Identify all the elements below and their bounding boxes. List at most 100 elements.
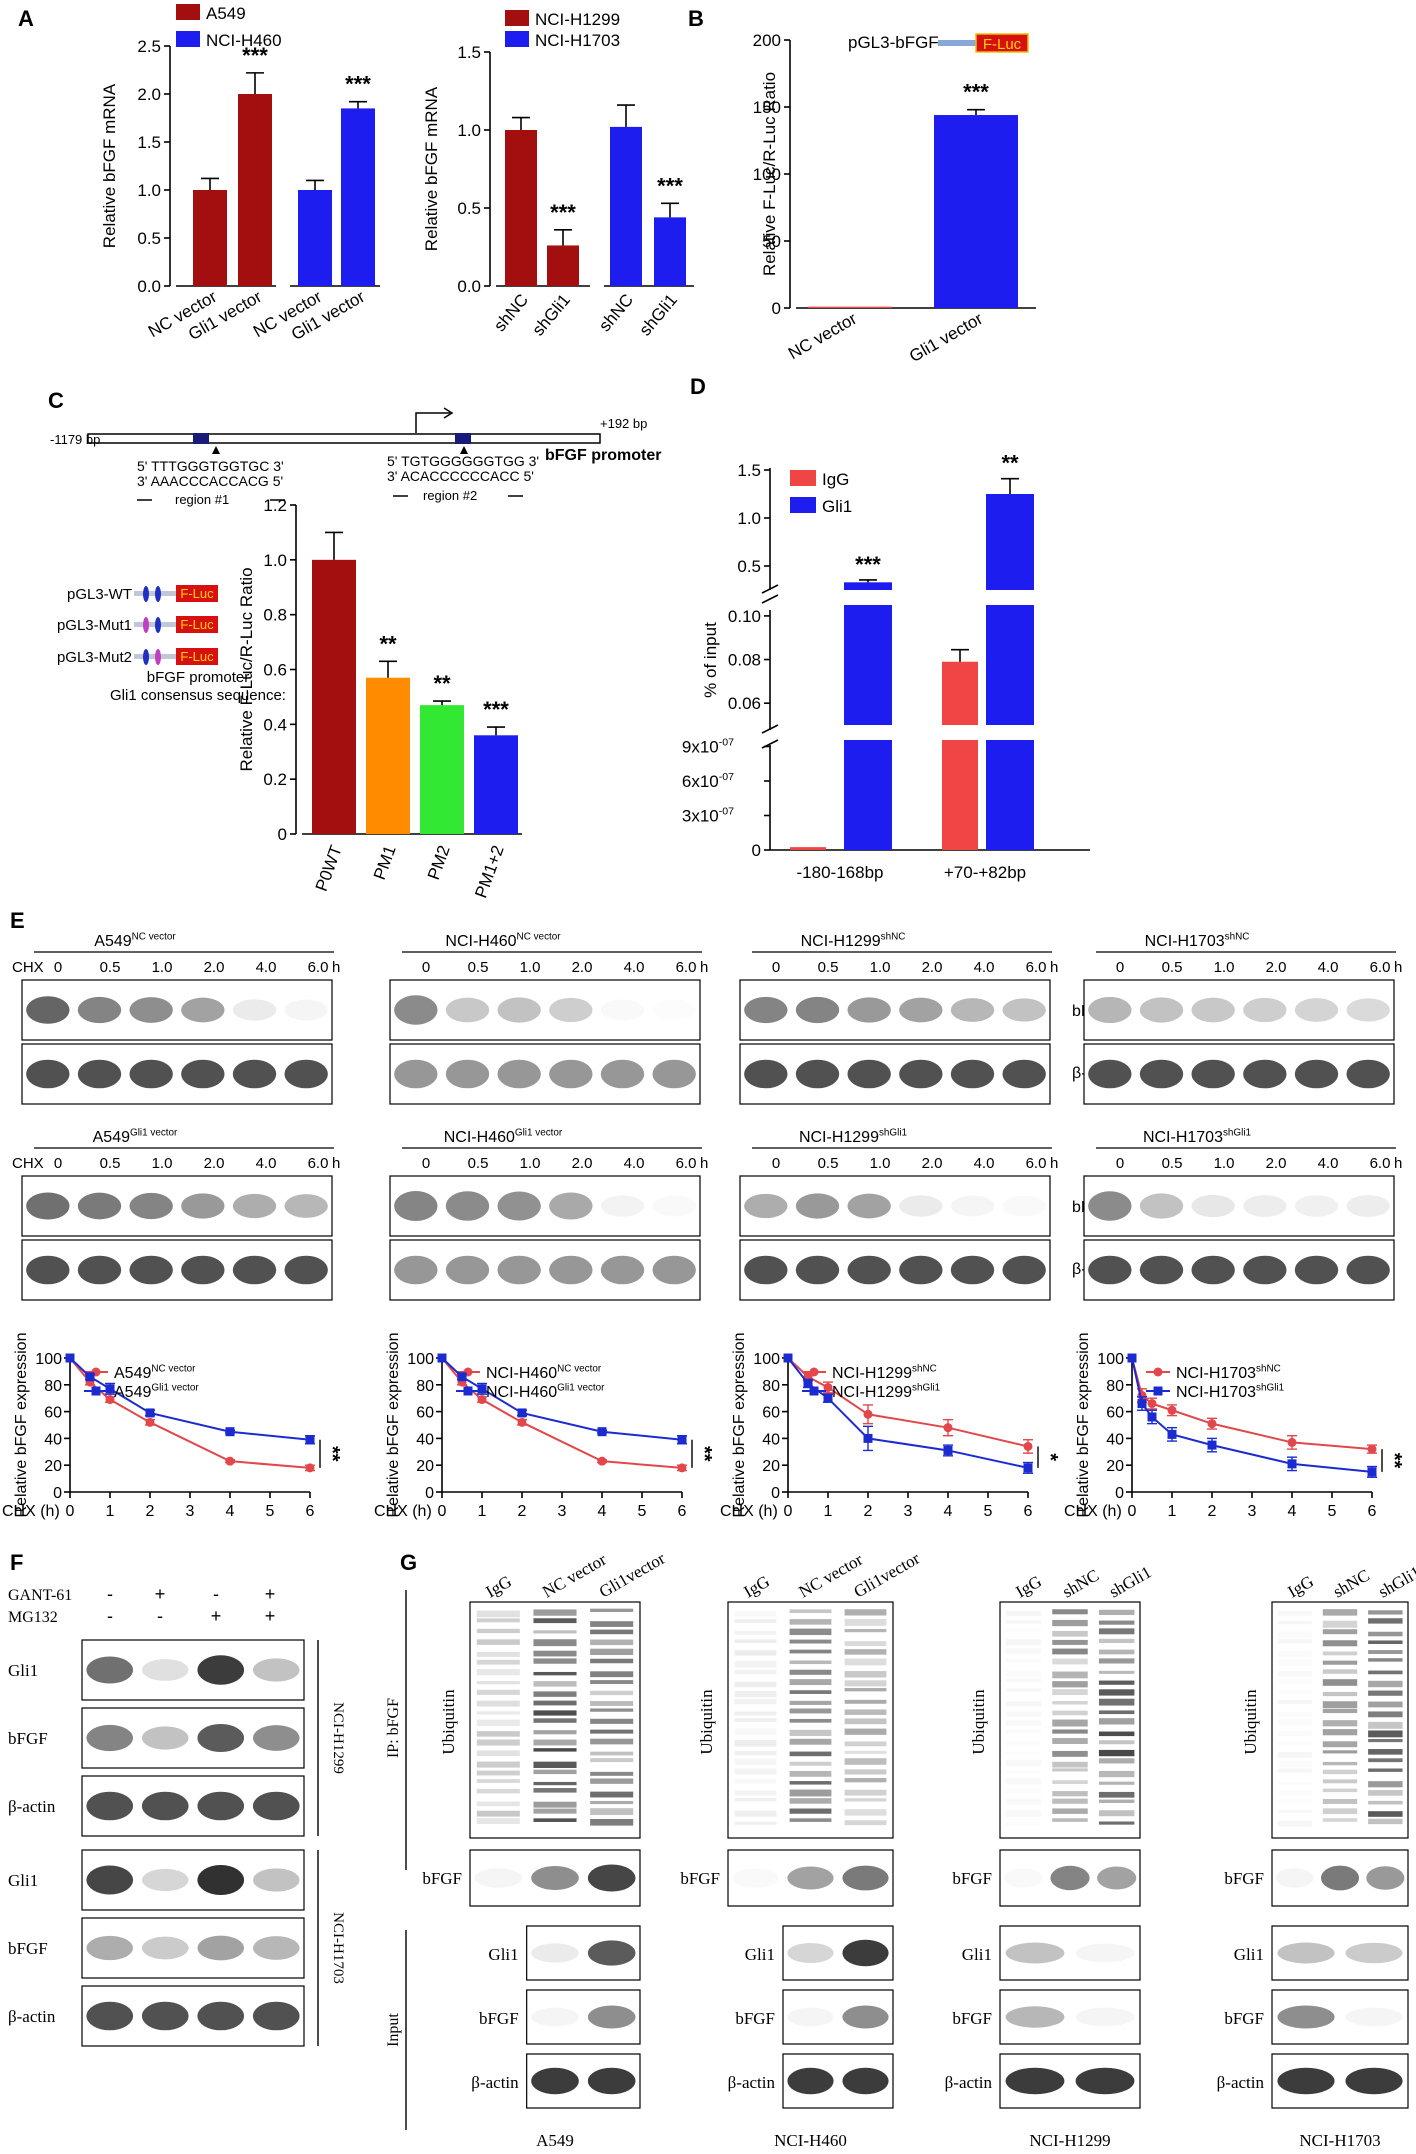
ubiquitin-smear xyxy=(1098,1680,1135,1685)
ubiquitin-smear xyxy=(1368,1790,1403,1796)
ubiquitin-smear xyxy=(1098,1649,1135,1655)
chart-d-y-tick-label-main: 6x10 xyxy=(682,772,719,791)
ubiquitin-smear xyxy=(1098,1638,1135,1644)
band xyxy=(1088,1191,1132,1221)
time-label: 4.0 xyxy=(624,959,645,976)
chart-a1-significance: *** xyxy=(242,43,268,68)
promoter-end-label: +192 bp xyxy=(600,416,647,431)
chart-e3-legend-label-main: NCI-H1299 xyxy=(832,1365,912,1382)
chart-e3-y-tick-label: 80 xyxy=(762,1378,780,1395)
ubiquitin-smear xyxy=(590,1738,634,1745)
chart-e3-x-tick-label: 4 xyxy=(944,1503,953,1520)
band xyxy=(795,1059,840,1089)
site-glyph xyxy=(155,617,161,633)
construct-promoter-bar xyxy=(938,40,978,46)
ubiquitin-smear xyxy=(590,1751,634,1756)
ubiquitin-smear xyxy=(1322,1729,1358,1736)
ubiquitin-smear xyxy=(1005,1639,1042,1646)
chart-e2-y-tick-label: 40 xyxy=(416,1431,434,1448)
ubiquitin-label: Ubiquitin xyxy=(439,1689,458,1755)
ubiquitin-smear xyxy=(1006,1648,1041,1654)
chart-d-y-label: % of input xyxy=(701,622,720,698)
ubiquitin-smear xyxy=(734,1810,777,1817)
legend-label-nci-h460: NCI-H460 xyxy=(206,31,282,50)
band-label: Gli1 xyxy=(962,1945,992,1964)
chart-e4-x-tick-label: 5 xyxy=(1328,1503,1337,1520)
ubiquitin-smear xyxy=(1098,1698,1135,1706)
chart-e1-point xyxy=(65,1353,75,1363)
cell-line-label: A549 xyxy=(536,2131,574,2150)
chart-c-y-tick-label: 1.2 xyxy=(263,496,287,515)
ubiquitin-smear xyxy=(844,1798,887,1802)
chart-c-significance: *** xyxy=(483,697,509,722)
axis-break xyxy=(761,724,779,734)
ubiquitin-smear xyxy=(1277,1790,1311,1795)
chart-e4-legend-marker xyxy=(1153,1367,1163,1377)
ubiquitin-smear xyxy=(1368,1730,1403,1738)
ubiquitin-smear xyxy=(590,1621,634,1627)
band xyxy=(1346,1195,1390,1217)
ubiquitin-smear xyxy=(1006,1788,1041,1793)
treatment-sign: + xyxy=(265,1606,276,1626)
band xyxy=(744,1193,788,1219)
ubiquitin-smear xyxy=(734,1691,777,1698)
ubiquitin-blot xyxy=(999,1601,1141,1839)
chart-e4-point xyxy=(1127,1353,1137,1363)
time-label: 2.0 xyxy=(922,1155,943,1172)
chart-a1-y-tick-label: 2.5 xyxy=(137,37,161,56)
ubiquitin-smear xyxy=(590,1729,634,1734)
chart-e4-point xyxy=(1137,1399,1147,1409)
band xyxy=(1294,1059,1339,1089)
ubiquitin-smear xyxy=(590,1808,634,1816)
chart-d-bar-gli1 xyxy=(844,582,892,590)
blot-input-bfgf xyxy=(1271,1989,1409,2045)
band xyxy=(252,1725,300,1751)
blot-title-sup: Gli1 vector xyxy=(130,1128,178,1139)
ubiquitin-smear xyxy=(1368,1631,1403,1637)
ubiquitin-smear xyxy=(1322,1701,1358,1709)
ubiquitin-label: Ubiquitin xyxy=(697,1689,716,1755)
band xyxy=(652,1255,696,1285)
blot-title: NCI-H1703shGli1 xyxy=(1143,1128,1252,1146)
region-1-label: region #1 xyxy=(175,492,229,507)
ubiquitin-smear xyxy=(789,1789,832,1797)
ubiquitin-smear xyxy=(844,1778,887,1783)
ubiquitin-smear xyxy=(1277,1810,1311,1813)
chart-e2-x-tick-label: 3 xyxy=(558,1503,567,1520)
ubiquitin-smear xyxy=(1052,1750,1088,1757)
band xyxy=(1366,1866,1405,1890)
ubiquitin-smear xyxy=(844,1758,887,1765)
blot-actin xyxy=(21,1043,333,1105)
time-label: 1.0 xyxy=(152,959,173,976)
chart-e1-x-tick-label: 1 xyxy=(106,1503,115,1520)
band xyxy=(950,1059,995,1089)
ubiquitin-smear xyxy=(1052,1619,1088,1627)
ubiquitin-smear xyxy=(734,1750,777,1756)
panel-letter: B xyxy=(688,6,704,31)
chart-e3-y-tick-label: 20 xyxy=(762,1458,780,1475)
band xyxy=(531,1866,579,1890)
chart-d-y-tick-label: 1.5 xyxy=(737,461,761,480)
ubiquitin-smear xyxy=(533,1748,577,1752)
ubiquitin-smear xyxy=(1368,1650,1403,1654)
ubiquitin-smear xyxy=(1005,1701,1042,1707)
chart-e2-point xyxy=(517,1408,527,1418)
blot-title-main: NCI-H1299 xyxy=(801,933,881,950)
ubiquitin-smear xyxy=(844,1671,887,1678)
blot-bfgf-frame xyxy=(389,979,701,1041)
lane-label: shNC xyxy=(1330,1566,1373,1602)
ubiquitin-smear xyxy=(533,1730,577,1735)
band-label: Gli1 xyxy=(8,1661,38,1680)
blot-title-sup: shGli1 xyxy=(879,1128,908,1139)
legend-swatch-igg xyxy=(790,470,816,486)
blot-input-actin xyxy=(999,2053,1141,2109)
ubiquitin-smear xyxy=(476,1618,520,1623)
ubiquitin-smear xyxy=(1322,1769,1358,1775)
chart-d-y-tick-label: 1.0 xyxy=(737,509,761,528)
chart-e4-y-label: Relative bFGF expression xyxy=(1075,1333,1092,1518)
chart-e3-x-label: CHX (h) xyxy=(720,1503,778,1520)
chart-e3-point xyxy=(1023,1441,1033,1451)
time-label: 2.0 xyxy=(572,959,593,976)
cell-line-label: NCI-H1703 xyxy=(1299,2131,1380,2150)
chart-d-bar-gli1 xyxy=(986,740,1034,850)
